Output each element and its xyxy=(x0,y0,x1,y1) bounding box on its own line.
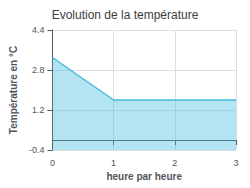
svg-text:Température en °C: Température en °C xyxy=(8,46,19,134)
svg-text:2: 2 xyxy=(172,158,177,168)
svg-text:2.8: 2.8 xyxy=(32,65,45,75)
svg-text:heure par heure: heure par heure xyxy=(106,171,182,182)
svg-text:4.4: 4.4 xyxy=(32,25,45,35)
svg-text:3: 3 xyxy=(233,158,238,168)
svg-text:Evolution de la température: Evolution de la température xyxy=(52,8,199,22)
svg-text:1.2: 1.2 xyxy=(32,105,45,115)
svg-text:1: 1 xyxy=(111,158,116,168)
svg-text:0: 0 xyxy=(50,158,55,168)
svg-text:-0.4: -0.4 xyxy=(29,145,45,155)
